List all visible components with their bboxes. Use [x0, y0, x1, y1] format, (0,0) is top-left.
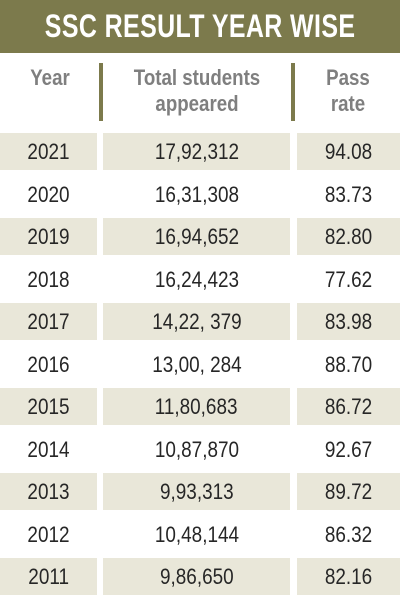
table-row: 2012 10,48,144 86.32 [0, 515, 400, 559]
cell-pass-rate: 92.67 [297, 430, 400, 473]
cell-pass-rate-text: 77.62 [324, 266, 373, 292]
header-pass-line1: Pass [326, 65, 370, 90]
cell-pass-rate-text: 86.72 [324, 394, 373, 419]
cell-year: 2017 [0, 303, 97, 345]
header-pass-rate: Pass rate [304, 65, 392, 117]
cell-pass-rate: 86.32 [297, 515, 400, 558]
cell-total-students-text: 9,86,650 [159, 564, 234, 589]
cell-total-students-text: 17,92,312 [154, 139, 239, 164]
cell-total-students: 11,80,683 [103, 388, 290, 430]
cell-pass-rate: 83.73 [297, 175, 400, 218]
cell-pass-rate: 82.16 [297, 558, 400, 600]
cell-year: 2019 [0, 218, 97, 260]
cell-total-students-text: 16,94,652 [154, 224, 239, 249]
cell-year-text: 2018 [27, 266, 70, 292]
cell-pass-rate: 86.72 [297, 388, 400, 430]
cell-pass-rate-text: 83.73 [324, 181, 373, 207]
cell-year-text: 2012 [27, 521, 70, 547]
cell-year: 2012 [0, 515, 97, 558]
cell-year-text: 2013 [27, 479, 70, 504]
header-total-line2: appeared [155, 91, 239, 116]
table-row: 2016 13,00, 284 88.70 [0, 345, 400, 389]
table-row: 2014 10,87,870 92.67 [0, 430, 400, 474]
cell-pass-rate-text: 82.80 [324, 224, 373, 249]
cell-year-text: 2011 [28, 564, 69, 589]
cell-year: 2021 [0, 133, 97, 175]
cell-total-students: 13,00, 284 [103, 345, 290, 388]
table-row: 2019 16,94,652 82.80 [0, 218, 400, 261]
table-row: 2021 17,92,312 94.08 [0, 133, 400, 176]
table-title: SSC RESULT YEAR WISE [44, 8, 356, 44]
cell-total-students: 16,31,308 [103, 175, 290, 218]
cell-year: 2011 [0, 558, 97, 600]
cell-pass-rate: 83.98 [297, 303, 400, 345]
table-body: 2021 17,92,312 94.08 2020 16,31,308 83.73 2019… [0, 133, 400, 601]
cell-total-students: 9,86,650 [103, 558, 290, 600]
cell-year-text: 2016 [27, 351, 70, 377]
cell-year-text: 2020 [27, 181, 70, 207]
cell-total-students-text: 13,00, 284 [151, 351, 242, 377]
cell-year: 2015 [0, 388, 97, 430]
cell-pass-rate-text: 89.72 [324, 479, 373, 504]
cell-total-students-text: 10,48,144 [154, 521, 239, 547]
cell-pass-rate-text: 83.98 [324, 309, 373, 334]
table-header: Year Total students appeared Pass rate [0, 53, 400, 133]
header-total-line1: Total students [133, 65, 261, 90]
cell-total-students: 16,94,652 [103, 218, 290, 260]
cell-pass-rate: 77.62 [297, 260, 400, 303]
cell-year-text: 2019 [27, 224, 70, 249]
header-year-label: Year [30, 65, 70, 90]
table-row: 2013 9,93,313 89.72 [0, 473, 400, 516]
table-row: 2017 14,22, 379 83.98 [0, 303, 400, 346]
header-year: Year [9, 65, 91, 91]
cell-total-students: 10,48,144 [103, 515, 290, 558]
cell-year: 2016 [0, 345, 97, 388]
cell-pass-rate-text: 86.32 [324, 521, 373, 547]
cell-total-students-text: 9,93,313 [159, 479, 234, 504]
cell-pass-rate-text: 82.16 [324, 564, 373, 589]
cell-year-text: 2021 [27, 139, 70, 164]
cell-pass-rate: 88.70 [297, 345, 400, 388]
cell-total-students-text: 16,24,423 [154, 266, 239, 292]
cell-year-text: 2017 [27, 309, 70, 334]
header-separator [99, 63, 103, 121]
cell-year: 2018 [0, 260, 97, 303]
cell-total-students: 9,93,313 [103, 473, 290, 515]
table-row: 2015 11,80,683 86.72 [0, 388, 400, 431]
title-bar: SSC RESULT YEAR WISE [0, 0, 400, 53]
cell-total-students-text: 14,22, 379 [151, 309, 242, 334]
cell-pass-rate: 82.80 [297, 218, 400, 260]
cell-year-text: 2014 [27, 436, 70, 462]
cell-pass-rate-text: 88.70 [324, 351, 373, 377]
cell-year: 2014 [0, 430, 97, 473]
cell-pass-rate-text: 92.67 [324, 436, 373, 462]
header-total-students: Total students appeared [118, 65, 276, 117]
table-row: 2011 9,86,650 82.16 [0, 558, 400, 601]
header-pass-line2: rate [330, 91, 366, 116]
header-separator [291, 63, 295, 121]
cell-total-students: 17,92,312 [103, 133, 290, 175]
cell-total-students: 16,24,423 [103, 260, 290, 303]
cell-pass-rate-text: 94.08 [324, 139, 373, 164]
cell-pass-rate: 89.72 [297, 473, 400, 515]
cell-year: 2020 [0, 175, 97, 218]
cell-total-students-text: 16,31,308 [154, 181, 239, 207]
table-row: 2020 16,31,308 83.73 [0, 175, 400, 219]
cell-total-students: 14,22, 379 [103, 303, 290, 345]
cell-total-students-text: 10,87,870 [154, 436, 239, 462]
cell-year-text: 2015 [27, 394, 70, 419]
cell-pass-rate: 94.08 [297, 133, 400, 175]
cell-total-students-text: 11,80,683 [155, 394, 238, 419]
cell-year: 2013 [0, 473, 97, 515]
cell-total-students: 10,87,870 [103, 430, 290, 473]
table-row: 2018 16,24,423 77.62 [0, 260, 400, 304]
